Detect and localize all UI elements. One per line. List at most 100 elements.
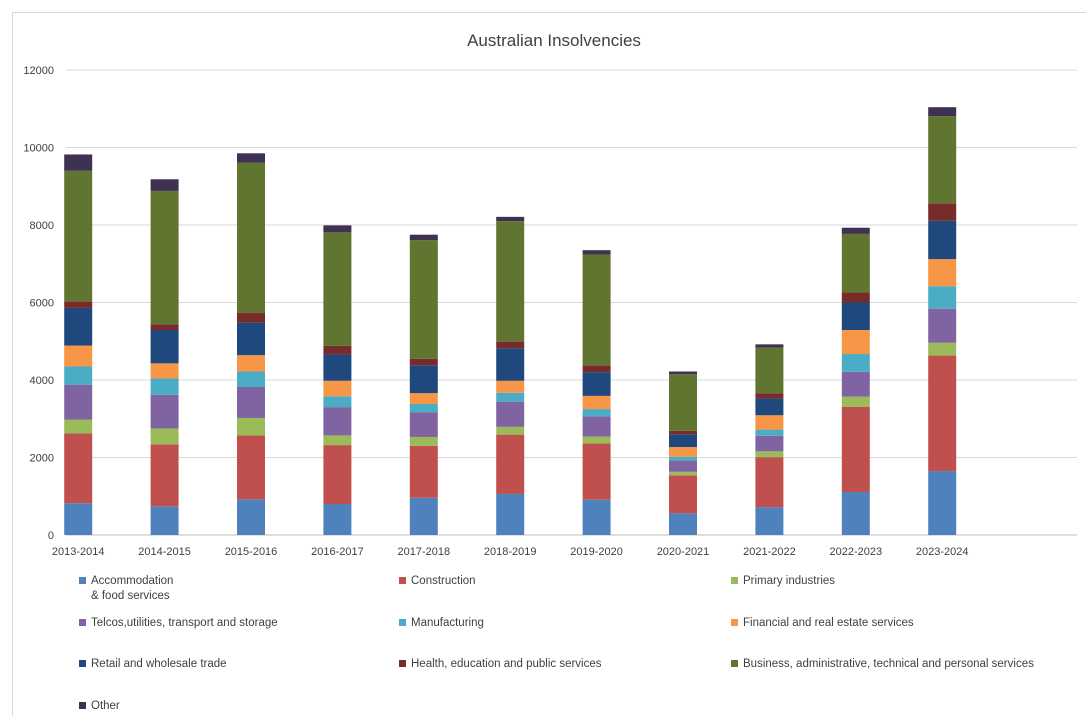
x-tick-label: 2019-2020 [570, 546, 623, 558]
bar-segment [582, 409, 611, 417]
bar-segment [409, 240, 438, 359]
bar-segment [237, 322, 265, 356]
bar-segment [669, 371, 697, 375]
legend-label: Health, education and public services [411, 658, 602, 670]
bar-segment [323, 232, 352, 346]
legend-item: Other [79, 699, 120, 714]
bar-segment [64, 154, 93, 171]
bar-segment [669, 430, 697, 435]
bar-segment [237, 417, 265, 436]
legend-label: Telcos,utilities, transport and storage [91, 617, 278, 629]
x-tick-label: 2022-2023 [829, 546, 882, 558]
y-tick-label: 8000 [30, 220, 54, 232]
bar-segment [755, 393, 784, 399]
legend-swatch [399, 619, 406, 626]
bar-segment [669, 513, 697, 535]
bar-segment [841, 233, 870, 293]
legend-swatch [731, 577, 738, 584]
bar-segment [64, 503, 93, 535]
x-tick-label: 2015-2016 [225, 546, 278, 558]
legend-label: Manufacturing [411, 617, 484, 629]
bar-segment [64, 419, 93, 434]
bar-segment [323, 345, 352, 355]
bar-segment [841, 371, 870, 397]
bar-segment [323, 407, 352, 436]
bar-segment [582, 254, 611, 366]
bar-segment [669, 447, 697, 457]
x-tick-label: 2020-2021 [657, 546, 710, 558]
legend-label: Construction [411, 575, 476, 587]
legend-swatch [399, 577, 406, 584]
bar-segment [669, 471, 697, 476]
legend-item: Manufacturing [399, 616, 484, 631]
legend-label: Retail and wholesale trade [91, 658, 227, 670]
legend-swatch [731, 660, 738, 667]
bar-segment [496, 221, 525, 342]
bar-segment [755, 429, 784, 436]
bar-segment [928, 259, 957, 287]
bar-segment [582, 250, 611, 255]
y-tick-label: 10000 [23, 143, 54, 155]
bar-segment [841, 354, 870, 372]
bar-segment [582, 372, 611, 396]
bar-segment [496, 392, 525, 402]
bar-segment [669, 374, 697, 431]
y-tick-label: 4000 [30, 375, 54, 387]
bar-segment [928, 203, 957, 221]
bar-segment [582, 416, 611, 437]
bar-segment [323, 354, 352, 381]
bar-segment [496, 348, 525, 381]
x-tick-label: 2014-2015 [138, 546, 191, 558]
x-axis-ticks: 2013-2014 2014-2015 2015-2016 2016-2017 2017… [52, 546, 969, 558]
bar-segment [755, 451, 784, 458]
bar-segment [755, 398, 784, 416]
bar-segment [582, 443, 611, 500]
bar-segment [409, 365, 438, 394]
legend-swatch [79, 702, 86, 709]
bar-segment [496, 434, 525, 494]
legend-label: Financial and real estate services [743, 617, 914, 629]
y-tick-label: 0 [48, 530, 54, 542]
legend-item: Financial and real estate services [731, 616, 914, 631]
bar-segment [841, 406, 870, 492]
bar-segment [64, 307, 93, 346]
legend-label: Business, administrative, technical and … [743, 658, 1034, 670]
bar-segment [928, 342, 957, 356]
chart-frame: Australian Insolvencies 0 2000 4000 6000 800… [12, 12, 1086, 716]
bar-segment [928, 107, 957, 117]
bar-segment [409, 497, 438, 535]
bar-segment [64, 301, 93, 308]
bar-segment [928, 308, 957, 343]
bar-segment [237, 499, 265, 535]
bar-segment [323, 504, 352, 535]
bar-segment [150, 324, 179, 331]
legend-item: Primary industries [731, 574, 835, 589]
bar-segment [496, 401, 525, 427]
legend-item: Business, administrative, technical and … [731, 657, 1034, 672]
bar-segment [409, 445, 438, 498]
bar-segment [237, 435, 265, 500]
x-tick-label: 2017-2018 [397, 546, 450, 558]
bar-segment [237, 386, 265, 418]
x-tick-label: 2018-2019 [484, 546, 537, 558]
bar-segment [323, 445, 352, 504]
bar-segment [150, 506, 179, 535]
bar-segment [323, 380, 352, 397]
bar-segment [150, 330, 179, 364]
bar-segment [323, 225, 352, 233]
bar-segment [755, 344, 784, 348]
bar-segment [64, 433, 93, 504]
bar-segment [841, 491, 870, 535]
bar-segment [64, 366, 93, 385]
y-axis-ticks: 0 2000 4000 6000 8000 10000 12000 [23, 65, 54, 542]
bar-segment [237, 355, 265, 372]
legend-item: Telcos,utilities, transport and storage [79, 616, 278, 631]
bar-segment [669, 434, 697, 448]
bar-segment [582, 436, 611, 444]
bar-segment [150, 378, 179, 395]
y-tick-label: 12000 [23, 65, 54, 77]
bar-segment [669, 475, 697, 514]
legend-item: Construction [399, 574, 476, 589]
bar-segment [409, 358, 438, 366]
legend-swatch [731, 619, 738, 626]
